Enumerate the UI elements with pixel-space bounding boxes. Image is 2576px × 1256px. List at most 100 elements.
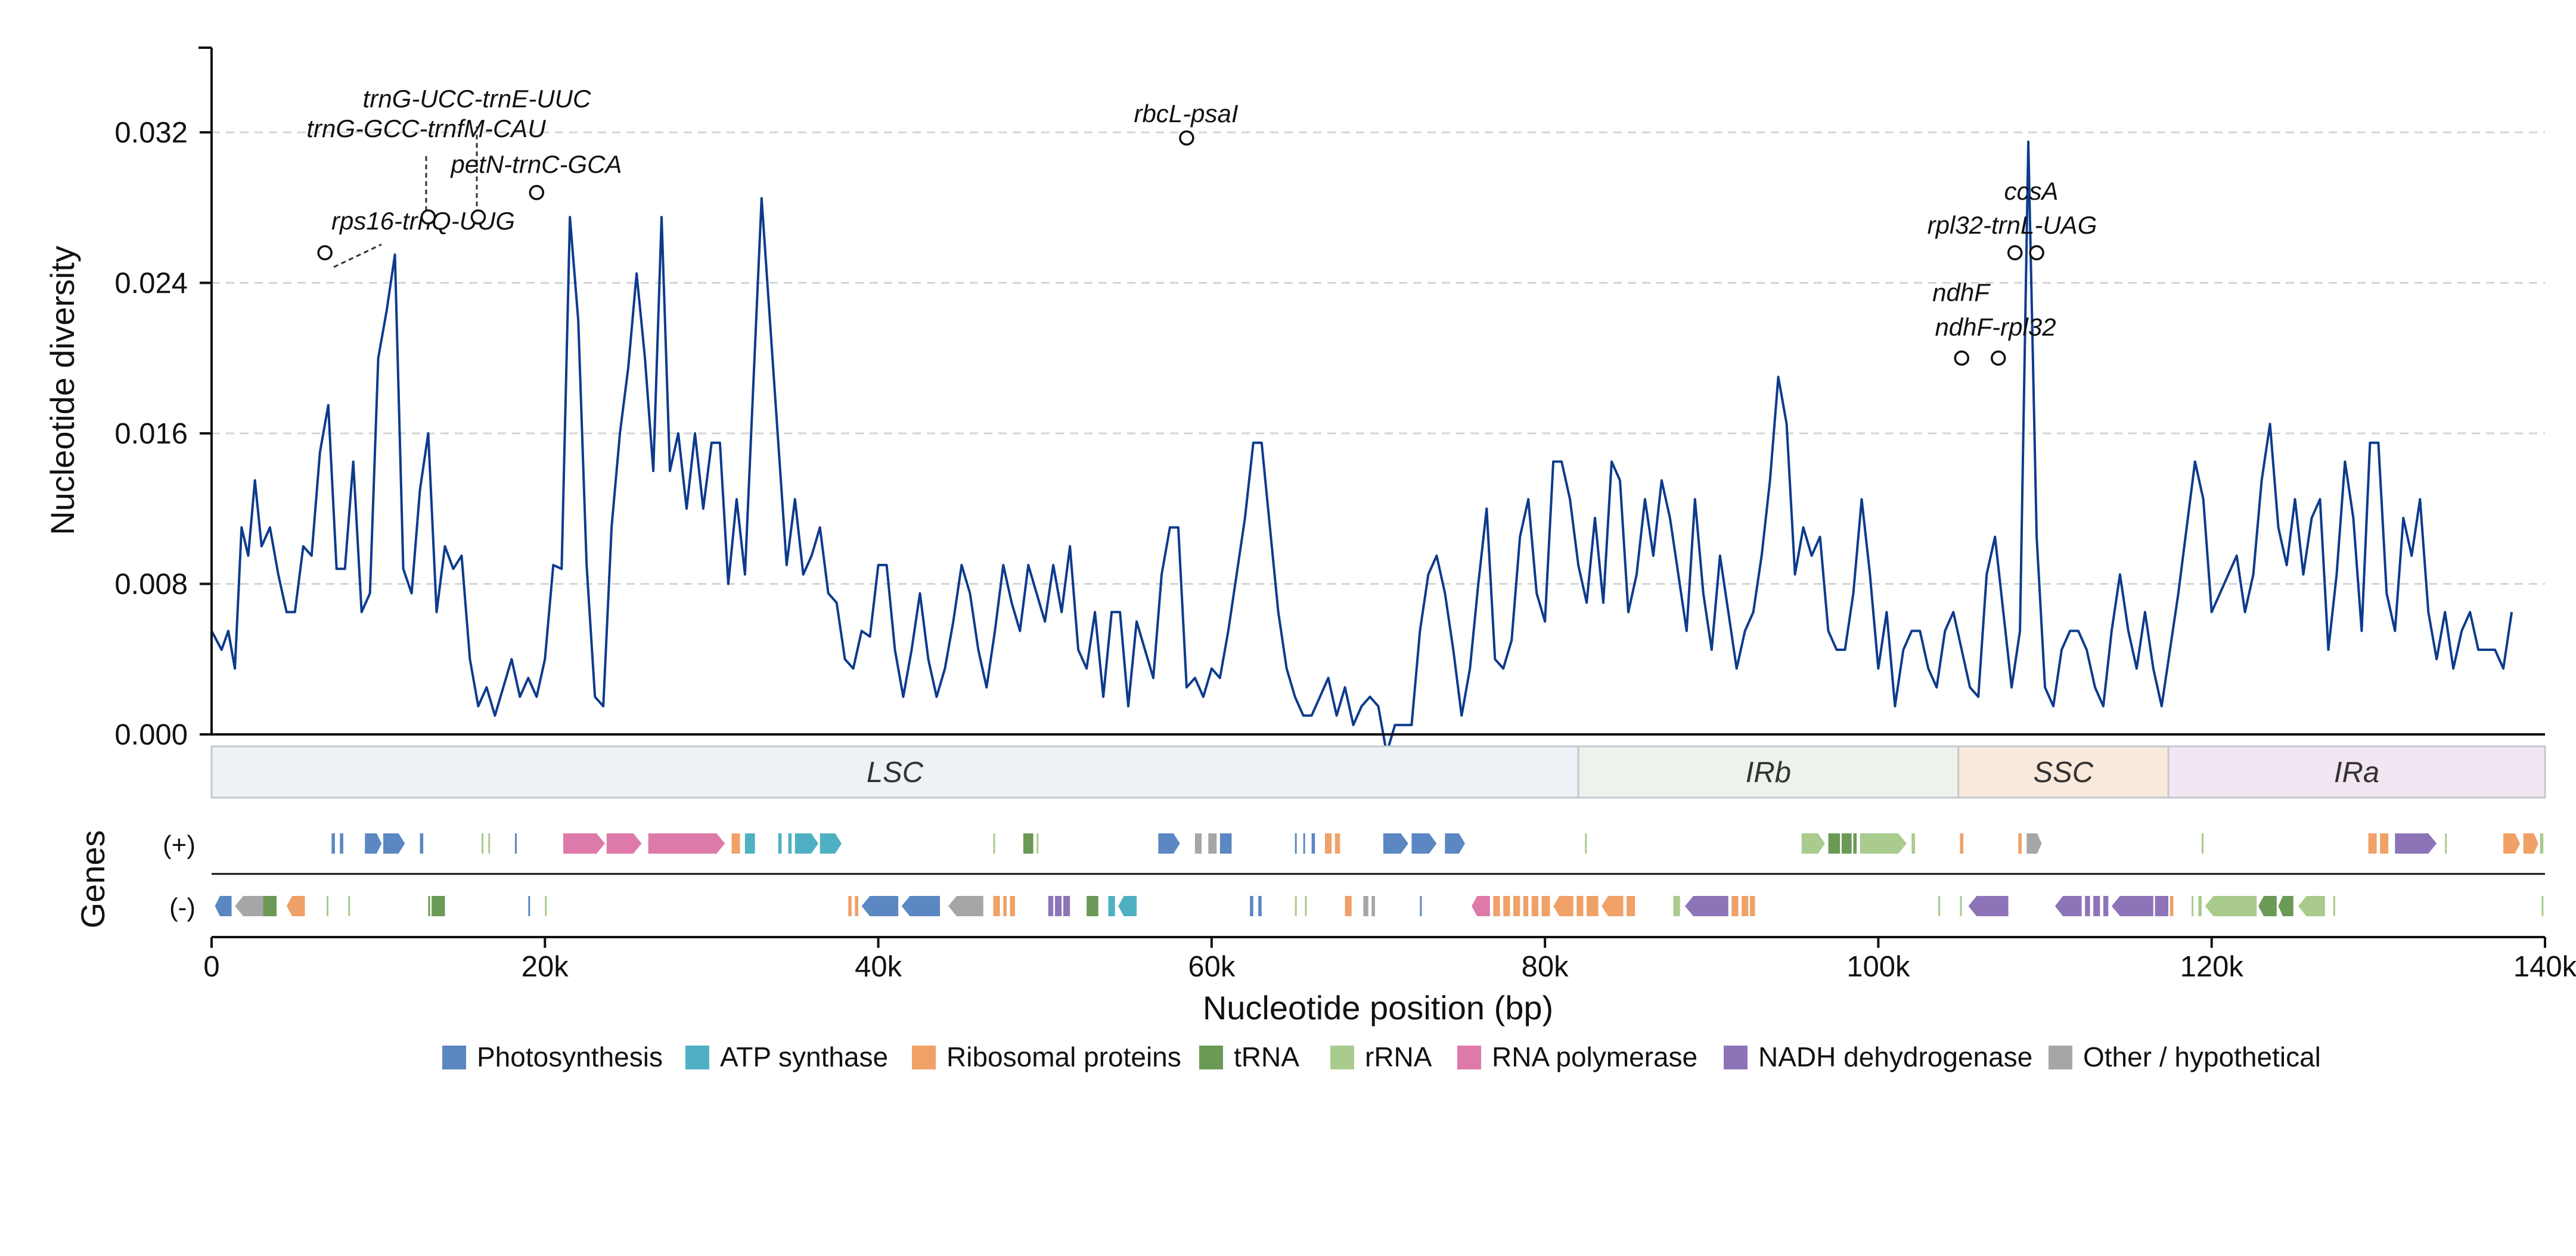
gene-plus-strand	[482, 833, 484, 854]
gene-minus-strand	[528, 896, 530, 916]
gene-plus-strand	[1860, 833, 1907, 854]
gene-plus-strand	[514, 833, 517, 854]
gene-plus-strand	[1219, 833, 1232, 854]
gene-minus-strand	[2111, 896, 2153, 916]
region-label: IRa	[2334, 756, 2379, 789]
legend-swatch	[1724, 1046, 1748, 1069]
gene-plus-strand	[331, 833, 335, 854]
gene-minus-strand	[2258, 896, 2277, 916]
gene-minus-strand	[1087, 896, 1098, 916]
gene-minus-strand	[1063, 896, 1070, 916]
peak-leader-line	[333, 243, 382, 268]
gene-minus-strand	[1627, 896, 1635, 916]
gene-plus-strand	[1208, 833, 1217, 854]
region-label: IRb	[1746, 756, 1791, 789]
gene-plus-strand	[1194, 833, 1202, 854]
region-label: LSC	[867, 756, 924, 789]
peak-marker	[1991, 351, 2006, 366]
gene-plus-strand	[1334, 833, 1340, 854]
peak-marker	[1179, 130, 1194, 146]
gene-minus-strand	[1003, 896, 1007, 916]
gene-minus-strand	[1587, 896, 1599, 916]
peak-label: trnG-GCC-trnfM-CAU	[306, 114, 546, 142]
peak-marker	[529, 185, 545, 200]
gene-plus-strand	[1841, 833, 1852, 854]
gene-minus-strand	[2541, 896, 2544, 916]
gene-plus-strand	[340, 833, 343, 854]
gene-minus-strand	[263, 896, 277, 916]
gene-minus-strand	[428, 896, 430, 916]
gene-minus-strand	[1472, 896, 1490, 916]
gene-minus-strand	[1750, 896, 1755, 916]
gene-minus-strand	[2155, 896, 2169, 916]
legend-swatch	[2049, 1046, 2072, 1069]
gene-minus-strand	[1685, 896, 1728, 916]
gene-plus-strand	[648, 833, 725, 854]
gene-plus-strand	[1295, 833, 1297, 854]
gene-minus-strand	[1250, 896, 1253, 916]
peak-label: ccsA	[2004, 177, 2058, 205]
gene-plus-strand	[2395, 833, 2437, 854]
legend: Photosynthesis ATP synthase Ribosomal prot…	[442, 1041, 2321, 1072]
gene-minus-strand	[215, 896, 232, 916]
gene-minus-strand	[1345, 896, 1352, 916]
legend-label: RNA polymerase	[1492, 1041, 1697, 1072]
gene-plus-strand	[606, 833, 642, 854]
gene-minus-strand	[1503, 896, 1510, 916]
y-tick-label: 0.016	[114, 418, 188, 450]
gene-minus-strand	[848, 896, 852, 916]
gene-minus-strand	[2278, 896, 2293, 916]
gene-minus-strand	[2333, 896, 2335, 916]
gene-minus-strand	[1305, 896, 1307, 916]
gene-plus-strand	[1411, 833, 1437, 854]
gene-plus-strand	[1585, 833, 1587, 854]
gene-plus-strand	[1911, 833, 1915, 854]
peak-label: ndhF	[1932, 278, 1991, 306]
region-block	[210, 745, 1579, 799]
gridlines	[212, 131, 2545, 585]
gene-plus-strand	[1445, 833, 1465, 854]
gene-minus-strand	[286, 896, 305, 916]
gene-minus-strand	[1576, 896, 1584, 916]
y-tick-label: 0.008	[114, 569, 188, 601]
gene-plus-strand	[1158, 833, 1180, 854]
gene-minus-strand	[2054, 896, 2082, 916]
gene-minus-strand	[1731, 896, 1739, 916]
y-tick-label: 0.032	[114, 117, 188, 149]
region-block	[1957, 745, 2170, 799]
gene-minus-strand	[1295, 896, 1297, 916]
legend-swatch	[685, 1046, 709, 1069]
gene-minus-strand	[1108, 896, 1115, 916]
gene-plus-strand	[2540, 833, 2544, 854]
gene-minus-strand	[1553, 896, 1573, 916]
x-tick-label: 120k	[2180, 951, 2244, 983]
x-tick-label: 80k	[1522, 951, 1569, 983]
gene-plus-strand	[1311, 833, 1315, 854]
gene-tracks	[212, 833, 2545, 916]
gene-plus-strand	[383, 833, 405, 854]
gene-plus-strand	[1853, 833, 1857, 854]
gene-minus-strand	[1118, 896, 1137, 916]
gene-minus-strand	[1673, 896, 1680, 916]
gene-plus-strand	[2380, 833, 2389, 854]
gene-plus-strand	[1801, 833, 1825, 854]
gene-plus-strand	[2503, 833, 2521, 854]
gene-plus-strand	[2018, 833, 2022, 854]
gene-minus-strand	[1531, 896, 1538, 916]
gene-minus-strand	[948, 896, 983, 916]
gene-plus-strand	[2523, 833, 2538, 854]
gene-minus-strand	[235, 896, 272, 916]
gene-plus-strand	[820, 833, 842, 854]
legend-label: Photosynthesis	[477, 1041, 663, 1072]
peak-marker	[317, 245, 333, 260]
legend-swatch	[912, 1046, 936, 1069]
legend-label: Other / hypothetical	[2083, 1041, 2321, 1072]
gene-plus-strand	[778, 833, 782, 854]
gene-minus-strand	[2170, 896, 2174, 916]
y-axis-title: Nucleotide diversity	[44, 246, 81, 535]
legend-label: rRNA	[1365, 1041, 1432, 1072]
gene-plus-strand	[1960, 833, 1964, 854]
gene-minus-strand	[1968, 896, 2009, 916]
